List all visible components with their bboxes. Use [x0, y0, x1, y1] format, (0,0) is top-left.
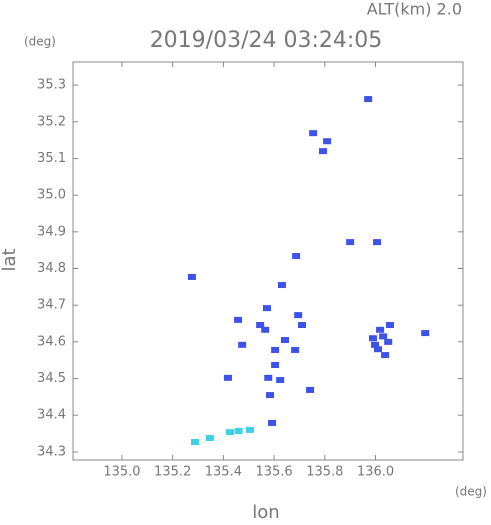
echo-cell — [374, 346, 383, 353]
y-tick-label: 34.8 — [37, 261, 66, 276]
echo-cell — [371, 341, 380, 348]
echo-cell — [245, 426, 254, 433]
echo-cell — [234, 428, 243, 435]
y-unit: (deg) — [24, 35, 56, 49]
echo-cell — [271, 346, 280, 353]
y-axis-label: lat — [0, 248, 20, 271]
echo-cell — [376, 326, 385, 333]
x-tick-label: 135.8 — [306, 465, 343, 480]
echo-cell — [291, 346, 300, 353]
y-tick-label: 34.4 — [37, 408, 66, 423]
y-tick-label: 34.5 — [37, 371, 66, 386]
altitude-label: ALT(km) 2.0 — [367, 0, 462, 19]
echo-cell — [381, 352, 390, 359]
echo-cell — [205, 434, 214, 441]
echo-cell — [292, 253, 301, 260]
echo-cell — [421, 330, 430, 337]
x-tick-label: 136.0 — [357, 465, 394, 480]
echo-cell — [373, 239, 382, 246]
echo-cell — [280, 337, 289, 344]
echo-cell — [364, 96, 373, 103]
echo-cell — [264, 374, 273, 381]
echo-cell — [271, 361, 280, 368]
echo-cell — [223, 374, 232, 381]
echo-cell — [234, 316, 243, 323]
echo-cell — [268, 419, 277, 426]
echo-cell — [262, 305, 271, 312]
chart-title: 2019/03/24 03:24:05 — [150, 28, 383, 53]
echo-cell — [297, 322, 306, 329]
echo-cell — [323, 138, 332, 145]
echo-cell — [309, 130, 318, 137]
y-tick-label: 35.0 — [37, 188, 66, 203]
echo-cell — [385, 322, 394, 329]
echo-cell — [256, 322, 265, 329]
echo-cell — [238, 341, 247, 348]
plot-frame — [72, 61, 464, 461]
echo-cell — [190, 439, 199, 446]
echo-cell — [225, 429, 234, 436]
y-tick-label: 34.9 — [37, 224, 66, 239]
echo-cell — [266, 392, 275, 399]
y-tick-label: 35.1 — [37, 151, 66, 166]
echo-cell — [277, 282, 286, 289]
echo-cell — [384, 338, 393, 345]
y-tick-label: 35.2 — [37, 114, 66, 129]
x-axis-label: lon — [252, 502, 279, 521]
y-tick-label: 34.7 — [37, 298, 66, 313]
y-tick-label: 34.6 — [37, 334, 66, 349]
echo-cell — [319, 148, 328, 155]
echo-cell — [306, 386, 315, 393]
x-tick-label: 135.2 — [154, 465, 191, 480]
echo-cell — [187, 273, 196, 280]
x-unit: (deg) — [455, 485, 487, 499]
x-tick-label: 135.0 — [103, 465, 140, 480]
x-tick-label: 135.6 — [255, 465, 292, 480]
y-tick-label: 34.3 — [37, 444, 66, 459]
echo-cell — [379, 333, 388, 340]
echo-cell — [261, 326, 270, 333]
echo-cell — [368, 335, 377, 342]
x-tick-label: 135.4 — [205, 465, 242, 480]
echo-cell — [294, 312, 303, 319]
y-tick-label: 35.3 — [37, 78, 66, 93]
echo-cell — [276, 377, 285, 384]
echo-cell — [346, 239, 355, 246]
